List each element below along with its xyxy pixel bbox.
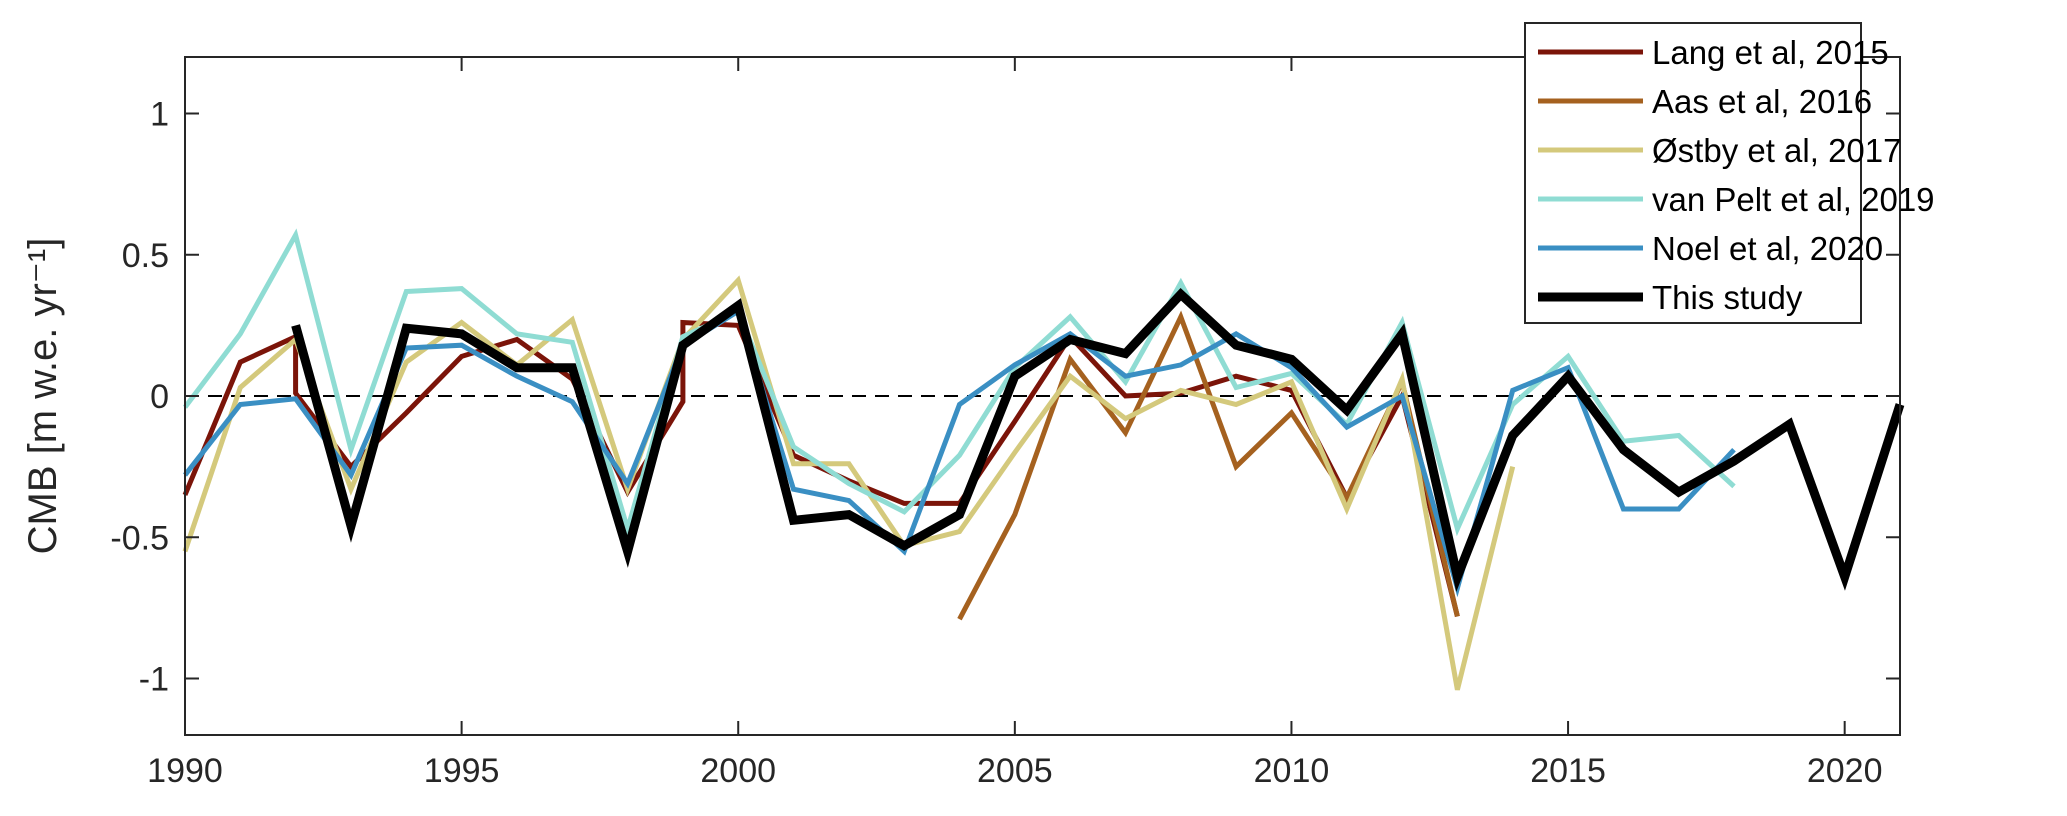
y-axis-label: CMB [m w.e. yr⁻¹] (21, 238, 65, 555)
x-axis-ticks: 1990 1995 2000 2005 2010 2015 2020 (147, 57, 1882, 790)
legend-box (1524, 22, 1862, 324)
x-tick-label: 2000 (700, 752, 776, 790)
y-tick-label: 1 (150, 96, 169, 134)
series-line-van-pelt-et-al-2019 (183, 228, 1736, 538)
x-tick-label: 1995 (424, 752, 500, 790)
legend-label: Lang et al, 2015 (1652, 34, 1889, 71)
x-tick-label: 2020 (1807, 752, 1883, 790)
series-line-this-study (291, 287, 1905, 593)
y-tick-label: 0.5 (122, 237, 169, 275)
legend-label: van Pelt et al, 2019 (1652, 181, 1935, 218)
y-tick-label: -0.5 (110, 519, 169, 557)
legend-label: This study (1652, 279, 1803, 316)
legend-label: Aas et al, 2016 (1652, 83, 1872, 120)
legend-label: Noel et al, 2020 (1652, 230, 1883, 267)
y-tick-label: -1 (139, 661, 169, 699)
x-tick-label: 1990 (147, 752, 223, 790)
legend: Lang et al, 2015 Aas et al, 2016 Østby et … (1524, 22, 1935, 324)
y-tick-label: 0 (150, 378, 169, 416)
y-axis-ticks: 1 0.5 0 -0.5 -1 (110, 96, 1900, 699)
series-lines (182, 228, 1905, 691)
x-tick-label: 2015 (1530, 752, 1606, 790)
x-tick-label: 2005 (977, 752, 1053, 790)
legend-label: Østby et al, 2017 (1652, 132, 1901, 169)
series-line-stby-et-al-2017 (182, 275, 1516, 691)
x-tick-label: 2010 (1254, 752, 1330, 790)
